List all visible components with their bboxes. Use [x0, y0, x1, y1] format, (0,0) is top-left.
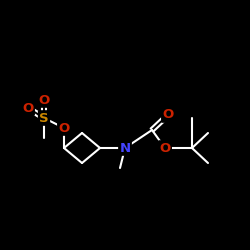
Text: O: O — [162, 108, 173, 122]
Text: O: O — [58, 122, 70, 134]
Text: S: S — [39, 112, 49, 124]
Text: N: N — [120, 142, 130, 154]
Text: O: O — [160, 142, 170, 154]
Text: O: O — [22, 102, 34, 114]
Text: O: O — [38, 94, 50, 106]
